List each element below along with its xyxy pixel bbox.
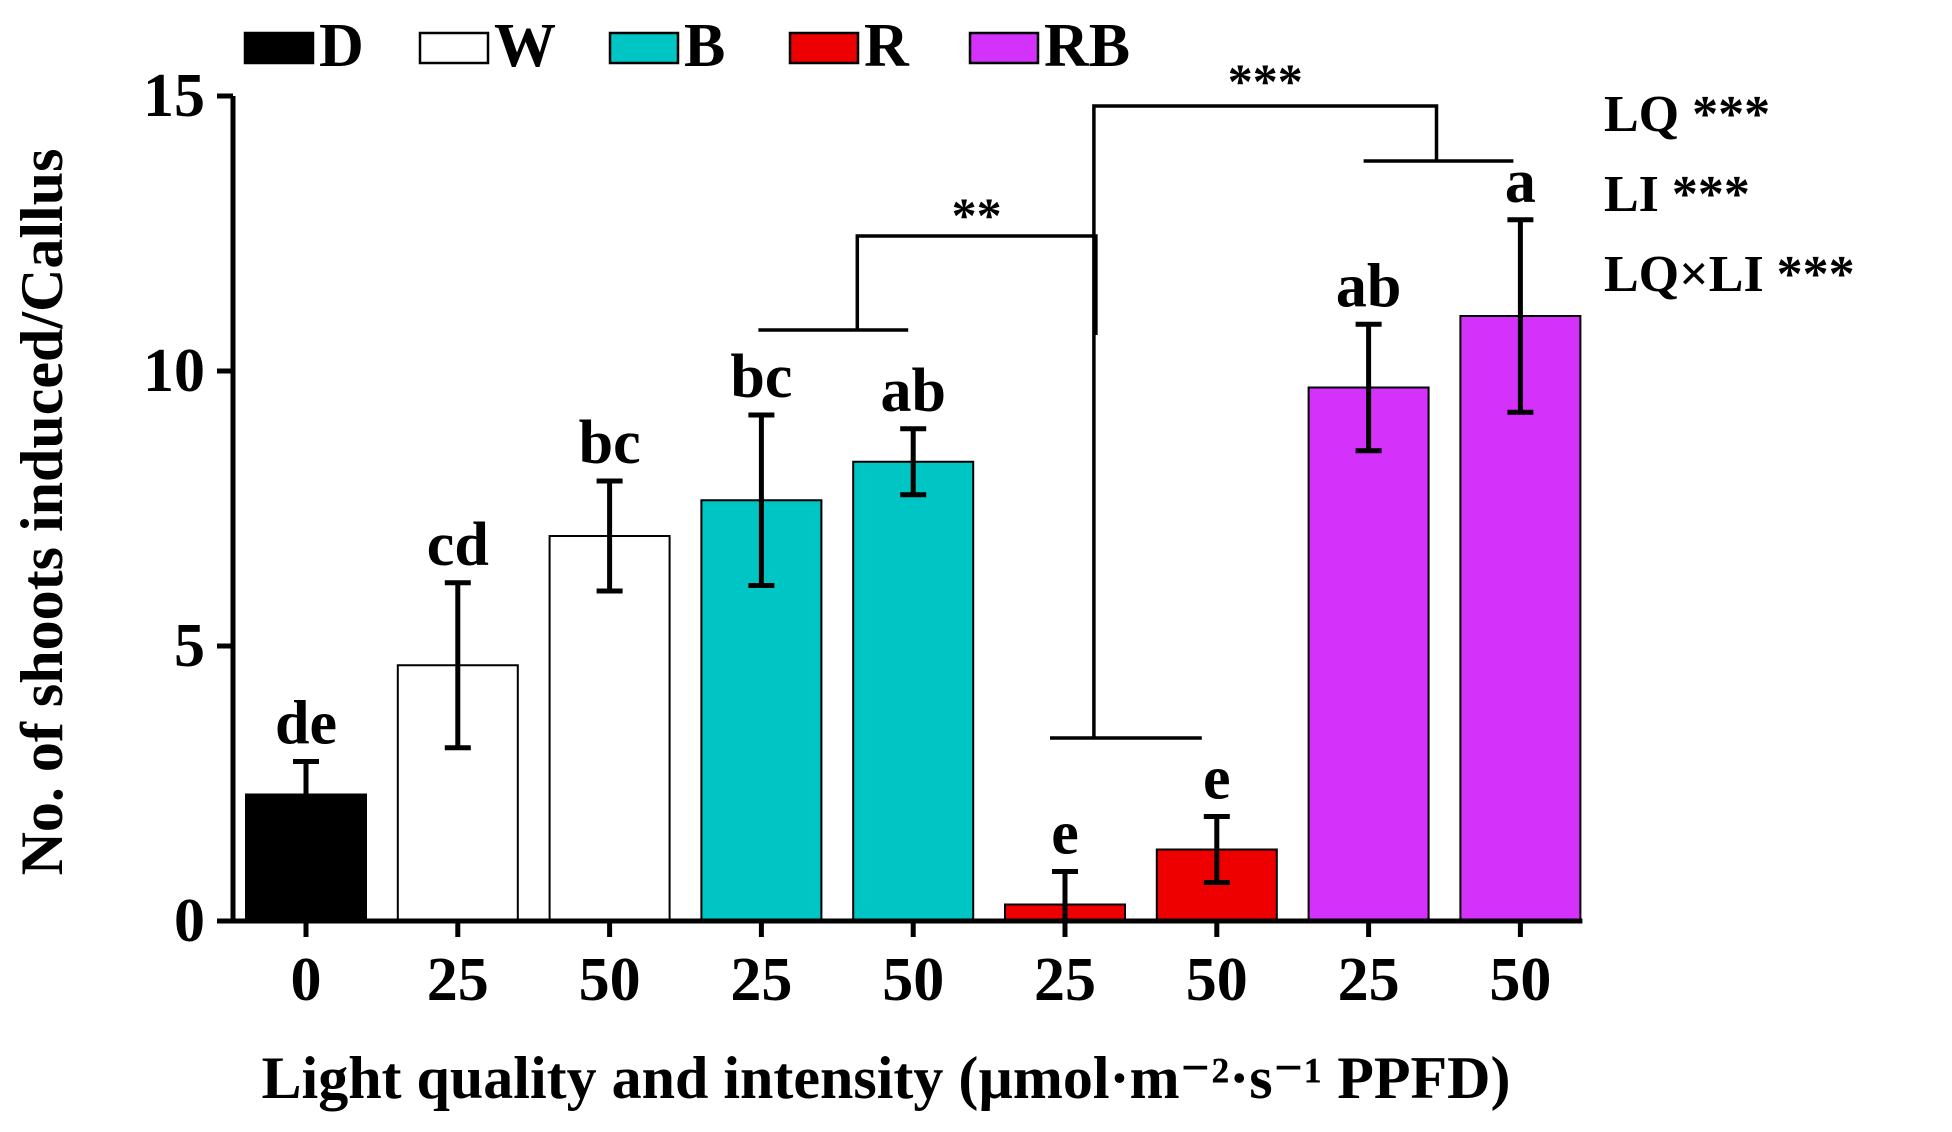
legend-item-d: D <box>243 12 364 80</box>
legend-label: B <box>684 12 725 80</box>
legend-swatch <box>608 31 680 65</box>
legend-swatch <box>243 31 315 65</box>
error-bar <box>1507 217 1534 415</box>
x-tick-label: 50 <box>882 946 944 1014</box>
error-bar <box>1203 814 1230 885</box>
y-tick-label: 5 <box>174 612 205 680</box>
bar-w-50 <box>548 535 671 922</box>
legend-label: W <box>494 12 556 80</box>
x-tick-label: 25 <box>1338 946 1400 1014</box>
bar-group-r-25: e 25 <box>1004 800 1126 1014</box>
x-tick-label: 50 <box>1489 946 1551 1014</box>
significance-letter: a <box>1505 148 1536 216</box>
bar-group-rb-50: a 50 <box>1459 148 1582 1014</box>
bar-group-w-25: cd 25 <box>396 511 519 1014</box>
bar-group-r-50: e 50 <box>1155 745 1278 1014</box>
error-bar <box>748 412 775 588</box>
legend-swatch <box>788 31 860 65</box>
comparison-stars: ** <box>952 187 1002 243</box>
error-bar <box>444 580 471 751</box>
legend-swatch <box>968 31 1040 65</box>
y-tick-label: 0 <box>174 887 205 955</box>
bar-rb-50 <box>1459 315 1582 922</box>
legend-item-rb: RB <box>968 12 1130 80</box>
bar-group-b-25: bc 25 <box>700 343 823 1014</box>
legend-item-b: B <box>608 12 725 80</box>
bars: de 0 cd 25 bc 50 bc 25 ab 50 e 25 e 50 ab 25 a 50 <box>245 148 1582 1014</box>
significance-letter: ab <box>880 357 945 425</box>
legend-label: RB <box>1044 12 1130 80</box>
significance-letter: de <box>275 690 337 758</box>
comparison-b-vs-r: ** <box>758 187 1098 335</box>
significance-letter: bc <box>730 343 792 411</box>
significance-letter: bc <box>579 409 641 477</box>
legend-label: D <box>319 12 364 80</box>
bar-b-50 <box>852 460 975 922</box>
y-tick-label: 10 <box>143 337 205 405</box>
comparison-stars: *** <box>1228 53 1303 109</box>
bracket-line <box>855 234 1098 335</box>
error-bar <box>1355 321 1382 454</box>
anova-line: LI *** <box>1604 166 1750 223</box>
y-axis-label: No. of shoots induced/Callus <box>9 149 75 876</box>
anova-line: LQ×LI *** <box>1604 246 1855 303</box>
bar-group-rb-25: ab 25 <box>1307 252 1430 1014</box>
x-tick-label: 50 <box>579 946 641 1014</box>
bar-group-d-0: de 0 <box>245 690 367 1014</box>
x-tick-label: 50 <box>1186 946 1248 1014</box>
bracket-line <box>1092 104 1439 738</box>
y-tick-label: 15 <box>143 62 205 130</box>
x-tick-label: 0 <box>291 946 322 1014</box>
x-tick-label: 25 <box>427 946 489 1014</box>
axes: 0 5 10 15 <box>143 62 1583 955</box>
significance-letter: e <box>1203 745 1231 813</box>
comparison-r-vs-rb: *** <box>1092 53 1514 738</box>
legend-item-w: W <box>418 12 556 80</box>
legend-label: R <box>864 12 910 80</box>
significance-brackets: ***** <box>758 53 1514 740</box>
significance-letter: cd <box>427 511 489 579</box>
error-bar <box>293 759 319 830</box>
anova-line: LQ *** <box>1604 86 1770 143</box>
bar-rb-25 <box>1307 386 1430 922</box>
legend-item-r: R <box>788 12 910 80</box>
significance-letter: e <box>1051 800 1079 868</box>
significance-letter: ab <box>1336 252 1401 320</box>
bar-group-b-50: ab 50 <box>852 357 975 1014</box>
anova-results: LQ *** LI *** LQ×LI *** <box>1604 86 1855 303</box>
x-tick-label: 25 <box>730 946 792 1014</box>
legend-swatch <box>418 31 490 65</box>
error-bar <box>900 426 927 498</box>
bar-group-w-50: bc 50 <box>548 409 671 1014</box>
x-axis-label: Light quality and intensity (µmol·m⁻²·s⁻… <box>262 1045 1511 1111</box>
error-bar <box>596 478 623 594</box>
x-tick-label: 25 <box>1034 946 1096 1014</box>
legend: D W B R RB <box>243 12 1130 80</box>
